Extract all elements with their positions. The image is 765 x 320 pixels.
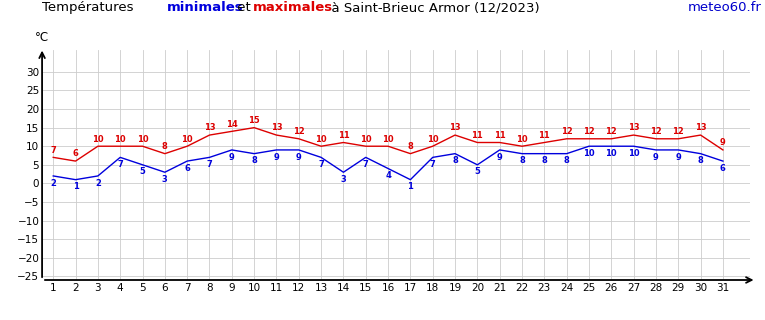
Text: 10: 10: [583, 149, 595, 158]
Text: 10: 10: [115, 135, 126, 144]
Text: 6: 6: [720, 164, 726, 173]
Text: à Saint-Brieuc Armor (12/2023): à Saint-Brieuc Armor (12/2023): [323, 1, 539, 14]
Text: 9: 9: [720, 138, 726, 147]
Text: 10: 10: [382, 135, 394, 144]
Text: 2: 2: [50, 179, 56, 188]
Text: 2: 2: [95, 179, 101, 188]
Text: 10: 10: [605, 149, 617, 158]
Text: 12: 12: [672, 127, 684, 136]
Text: 11: 11: [539, 131, 550, 140]
Text: 5: 5: [474, 167, 480, 176]
Text: 9: 9: [653, 153, 659, 162]
Text: 9: 9: [296, 153, 301, 162]
Text: 11: 11: [337, 131, 350, 140]
Text: 3: 3: [340, 175, 347, 184]
Text: 8: 8: [408, 142, 413, 151]
Text: 10: 10: [315, 135, 327, 144]
Text: 10: 10: [92, 135, 104, 144]
Text: °C: °C: [35, 31, 49, 44]
Text: 7: 7: [117, 160, 123, 169]
Text: 3: 3: [162, 175, 168, 184]
Text: 6: 6: [184, 164, 190, 173]
Text: 7: 7: [318, 160, 324, 169]
Text: 13: 13: [695, 124, 706, 132]
Text: 10: 10: [360, 135, 372, 144]
Text: 10: 10: [427, 135, 438, 144]
Text: 10: 10: [628, 149, 640, 158]
Text: 1: 1: [408, 182, 413, 191]
Text: 7: 7: [50, 146, 56, 155]
Text: 8: 8: [519, 156, 525, 165]
Text: meteo60.fr: meteo60.fr: [687, 1, 761, 14]
Text: 13: 13: [449, 124, 461, 132]
Text: 7: 7: [430, 160, 435, 169]
Text: 4: 4: [385, 171, 391, 180]
Text: 10: 10: [516, 135, 528, 144]
Text: 9: 9: [496, 153, 503, 162]
Text: 12: 12: [605, 127, 617, 136]
Text: 8: 8: [564, 156, 569, 165]
Text: 13: 13: [271, 124, 282, 132]
Text: 1: 1: [73, 182, 79, 191]
Text: 12: 12: [293, 127, 304, 136]
Text: 12: 12: [650, 127, 662, 136]
Text: 15: 15: [249, 116, 260, 125]
Text: maximales: maximales: [252, 1, 333, 14]
Text: 7: 7: [207, 160, 213, 169]
Text: 5: 5: [139, 167, 145, 176]
Text: 8: 8: [251, 156, 257, 165]
Text: 8: 8: [542, 156, 547, 165]
Text: 10: 10: [137, 135, 148, 144]
Text: 6: 6: [73, 149, 79, 158]
Text: 12: 12: [561, 127, 572, 136]
Text: 10: 10: [181, 135, 193, 144]
Text: Températures: Températures: [42, 1, 142, 14]
Text: 8: 8: [698, 156, 704, 165]
Text: 7: 7: [363, 160, 369, 169]
Text: minimales: minimales: [167, 1, 243, 14]
Text: 8: 8: [162, 142, 168, 151]
Text: 9: 9: [274, 153, 279, 162]
Text: 13: 13: [628, 124, 640, 132]
Text: 11: 11: [471, 131, 483, 140]
Text: et: et: [233, 1, 256, 14]
Text: 12: 12: [583, 127, 595, 136]
Text: 8: 8: [452, 156, 458, 165]
Text: 13: 13: [203, 124, 215, 132]
Text: 11: 11: [494, 131, 506, 140]
Text: 9: 9: [229, 153, 235, 162]
Text: 14: 14: [226, 120, 238, 129]
Text: 9: 9: [675, 153, 681, 162]
